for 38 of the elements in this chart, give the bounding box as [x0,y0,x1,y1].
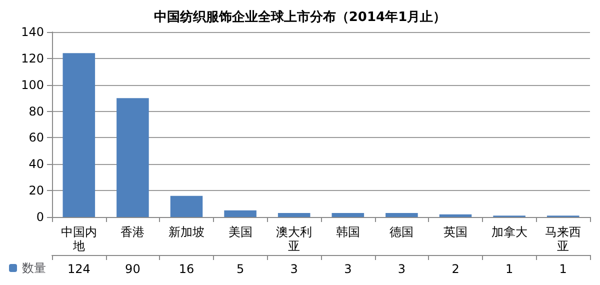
data-label: 1 [559,262,567,276]
x-tick-label: 美国 [228,225,252,239]
data-label: 16 [178,262,194,276]
y-tick-label: 120 [21,51,44,66]
bar [386,213,418,217]
bar [439,214,472,217]
y-tick-label: 0 [36,210,44,224]
legend-label: 数量 [22,261,46,275]
data-label: 90 [125,262,140,276]
bar [278,213,310,217]
x-tick-label: 加拿大 [491,225,528,239]
x-tick-label: 香港 [120,225,145,239]
data-label: 1 [505,262,514,276]
x-tick-label: 韩国 [336,225,360,239]
x-tick-label: 英国 [444,225,468,239]
bar [116,98,149,217]
x-tick-label: 新加坡 [168,225,204,239]
x-tick-label: 德国 [390,225,414,239]
y-tick-label: 100 [21,78,44,92]
bar [332,213,364,217]
data-label: 5 [236,262,244,276]
data-label: 3 [344,262,352,276]
data-label: 2 [452,262,460,276]
y-tick-label: 60 [28,130,44,145]
x-tick-label: 澳大利亚 [276,225,312,253]
y-tick-label: 140 [21,25,44,39]
y-tick-label: 20 [28,184,44,198]
chart-title: 中国纺织服饰企业全球上市分布（2014年1月止） [154,9,446,25]
bar [62,53,96,217]
x-tick-label: 中国内地 [60,225,97,253]
x-tick-label: 马来西亚 [545,225,582,253]
data-label: 3 [290,262,298,276]
y-tick-label: 40 [28,157,44,172]
y-tick-label: 80 [28,104,44,118]
bar [170,196,203,217]
bar [224,210,256,217]
data-label: 124 [67,262,90,276]
data-label: 3 [398,262,406,276]
